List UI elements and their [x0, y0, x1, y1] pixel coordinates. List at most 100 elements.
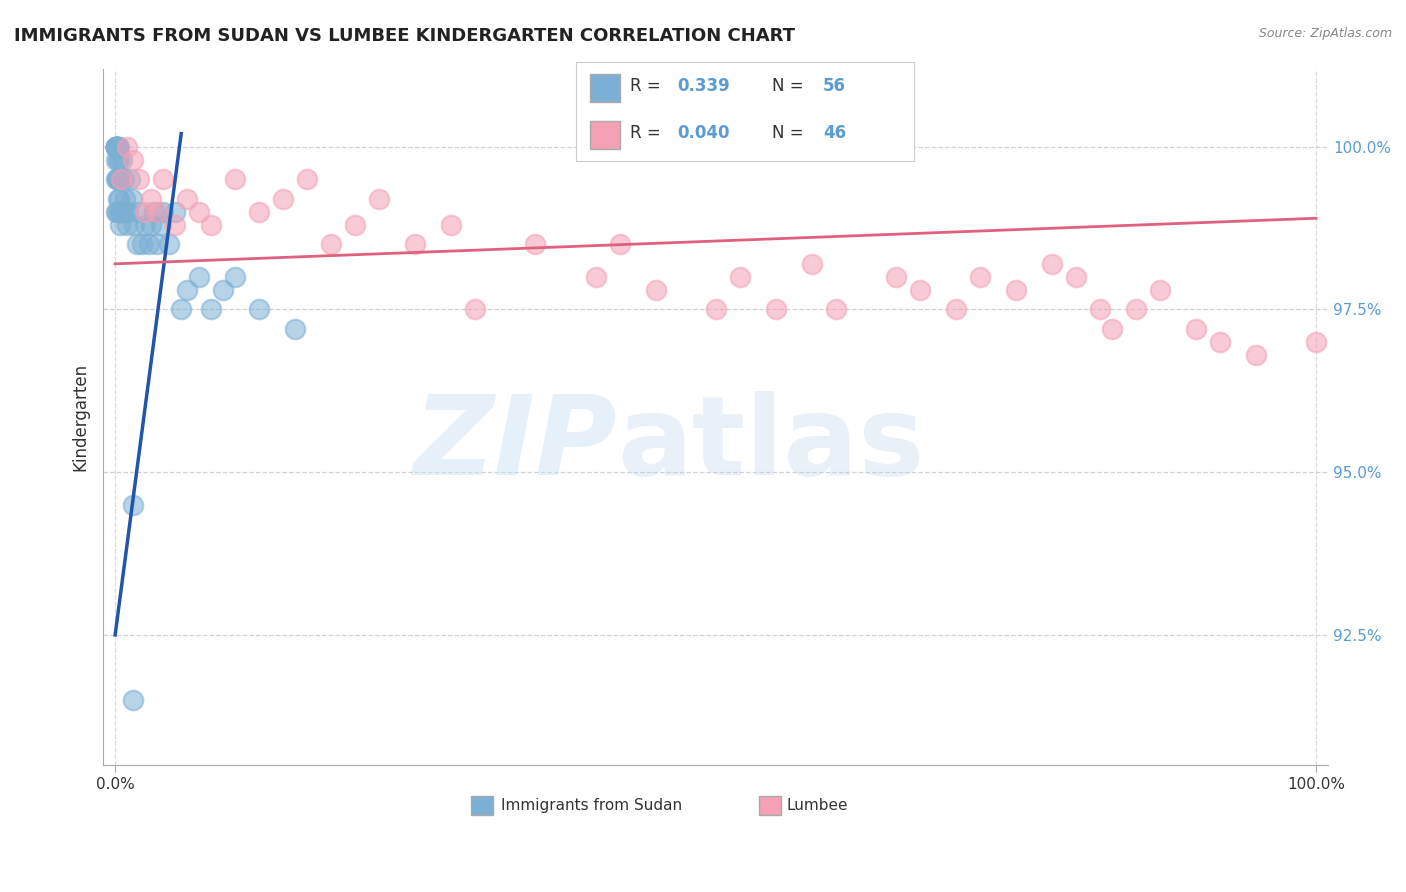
Point	[247, 204, 270, 219]
Point	[165, 204, 187, 219]
Point	[108, 218, 131, 232]
Point	[585, 269, 607, 284]
Point	[110, 172, 132, 186]
Point	[110, 172, 132, 186]
Text: R =: R =	[630, 77, 666, 95]
Point	[1088, 302, 1111, 317]
Point	[224, 269, 246, 284]
Point	[122, 693, 145, 707]
Point	[165, 218, 187, 232]
FancyBboxPatch shape	[471, 796, 492, 815]
Point	[146, 204, 169, 219]
Point	[107, 139, 129, 153]
Point	[105, 204, 128, 219]
Text: Immigrants from Sudan: Immigrants from Sudan	[502, 798, 682, 813]
Text: N =: N =	[772, 77, 808, 95]
Point	[321, 237, 343, 252]
Point	[107, 139, 129, 153]
Point	[609, 237, 631, 252]
Text: atlas: atlas	[617, 392, 925, 498]
Point	[149, 218, 172, 232]
Text: 0.339: 0.339	[678, 77, 731, 95]
Point	[188, 204, 211, 219]
Point	[141, 192, 163, 206]
Point	[112, 172, 135, 186]
Point	[224, 172, 246, 186]
Point	[1005, 283, 1028, 297]
Point	[111, 204, 134, 219]
FancyBboxPatch shape	[591, 121, 620, 149]
Text: Lumbee: Lumbee	[787, 798, 848, 813]
Y-axis label: Kindergarten: Kindergarten	[72, 363, 89, 471]
Point	[800, 257, 823, 271]
Point	[704, 302, 727, 317]
Point	[104, 139, 127, 153]
Point	[945, 302, 967, 317]
Point	[111, 153, 134, 167]
Text: 56: 56	[823, 77, 846, 95]
Point	[128, 172, 150, 186]
Point	[105, 139, 128, 153]
Point	[138, 237, 160, 252]
Point	[1305, 334, 1327, 349]
FancyBboxPatch shape	[758, 796, 780, 815]
Point	[117, 204, 139, 219]
Point	[176, 192, 198, 206]
Text: R =: R =	[630, 124, 666, 142]
Point	[107, 153, 129, 167]
Point	[107, 204, 129, 219]
Text: N =: N =	[772, 124, 808, 142]
Point	[104, 139, 127, 153]
Point	[141, 218, 163, 232]
Point	[765, 302, 787, 317]
Point	[108, 192, 131, 206]
Point	[1185, 322, 1208, 336]
Point	[105, 204, 128, 219]
Point	[146, 237, 169, 252]
Point	[524, 237, 547, 252]
Text: 0.040: 0.040	[678, 124, 730, 142]
Point	[134, 218, 156, 232]
Point	[142, 204, 165, 219]
Point	[824, 302, 846, 317]
Point	[107, 172, 129, 186]
Point	[104, 139, 127, 153]
Point	[108, 153, 131, 167]
Point	[644, 283, 666, 297]
Point	[404, 237, 426, 252]
Point	[1125, 302, 1147, 317]
Point	[884, 269, 907, 284]
Point	[105, 172, 128, 186]
Point	[115, 139, 138, 153]
Point	[284, 322, 307, 336]
Point	[105, 172, 128, 186]
Point	[131, 237, 153, 252]
Point	[271, 192, 294, 206]
FancyBboxPatch shape	[591, 74, 620, 102]
Point	[368, 192, 391, 206]
Point	[188, 269, 211, 284]
Point	[464, 302, 486, 317]
Point	[1101, 322, 1123, 336]
Point	[122, 153, 145, 167]
Point	[105, 139, 128, 153]
Point	[108, 172, 131, 186]
Point	[152, 172, 174, 186]
Point	[1064, 269, 1087, 284]
Point	[200, 302, 222, 317]
Point	[212, 283, 235, 297]
Point	[121, 192, 143, 206]
Text: 46: 46	[823, 124, 846, 142]
Point	[124, 218, 146, 232]
Point	[176, 283, 198, 297]
Point	[118, 172, 141, 186]
Text: IMMIGRANTS FROM SUDAN VS LUMBEE KINDERGARTEN CORRELATION CHART: IMMIGRANTS FROM SUDAN VS LUMBEE KINDERGA…	[14, 27, 794, 45]
Point	[125, 237, 148, 252]
Point	[1244, 348, 1267, 362]
Point	[200, 218, 222, 232]
Point	[170, 302, 193, 317]
Point	[247, 302, 270, 317]
Point	[104, 139, 127, 153]
Point	[128, 204, 150, 219]
Point	[104, 153, 127, 167]
